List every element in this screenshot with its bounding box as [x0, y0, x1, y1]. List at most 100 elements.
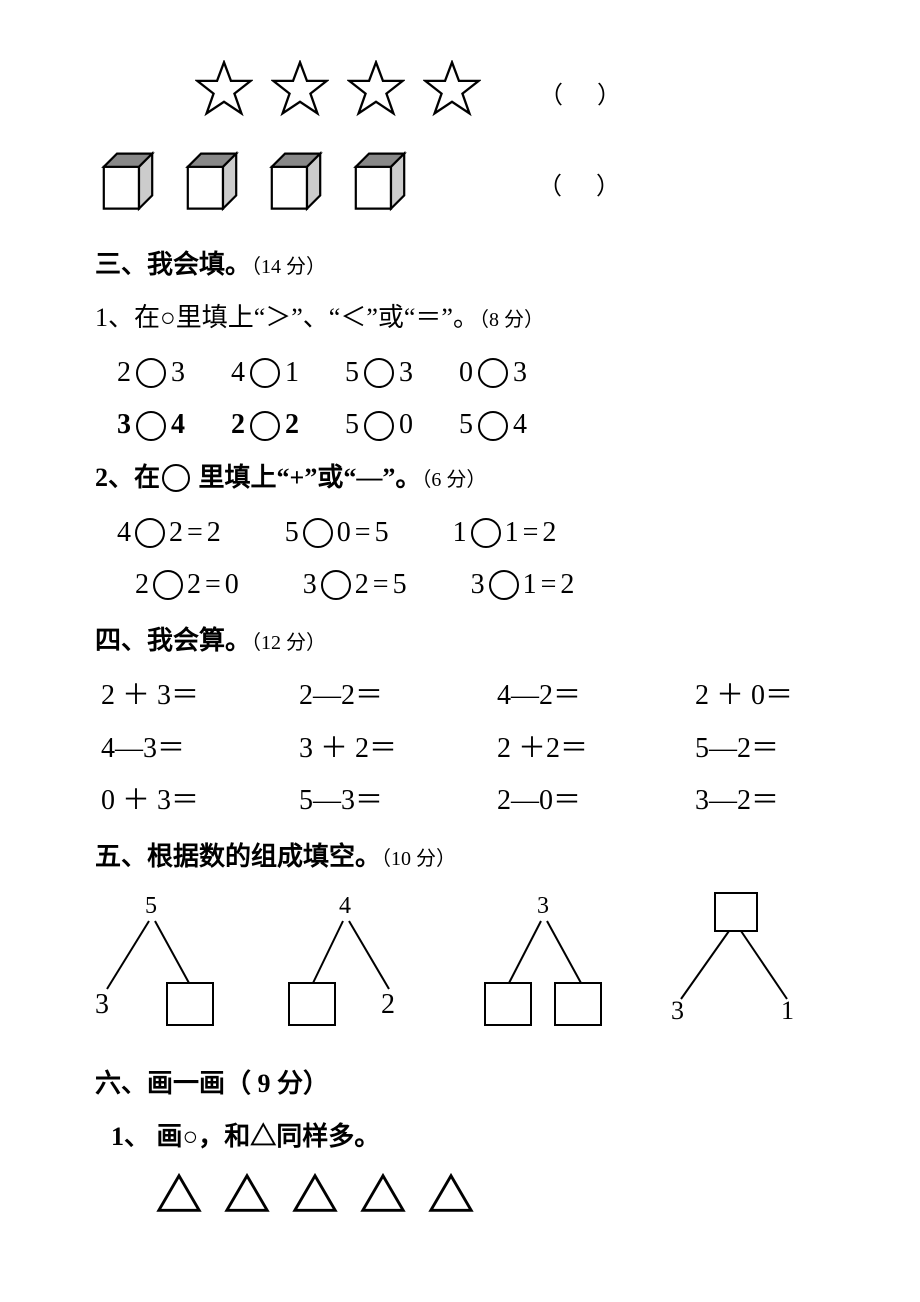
- circle-blank[interactable]: [303, 518, 333, 548]
- calc-item[interactable]: 5—3＝: [299, 776, 439, 826]
- compare-item: 53: [345, 348, 413, 398]
- q2-title-post: 里填上“+”或“—”。: [192, 463, 421, 492]
- compare-item: 54: [459, 400, 527, 450]
- circle-blank[interactable]: [478, 411, 508, 441]
- bond-top: 3: [537, 893, 549, 919]
- section-6-heading: 六、画一画（ 9 分）: [95, 1061, 840, 1108]
- blank-box[interactable]: [555, 983, 601, 1025]
- circle-blank[interactable]: [321, 570, 351, 600]
- calc-item[interactable]: 0 ＋ 3＝: [101, 776, 241, 826]
- cube-icon: [179, 147, 245, 228]
- compare-item: 41: [231, 348, 299, 398]
- count-blank[interactable]: （ ）: [538, 166, 634, 209]
- circle-blank[interactable]: [135, 518, 165, 548]
- calc-item[interactable]: 5—2＝: [695, 724, 835, 774]
- calc-item[interactable]: 3—2＝: [695, 776, 835, 826]
- circle-blank[interactable]: [489, 570, 519, 600]
- op-item: 42=2: [117, 508, 221, 558]
- op-row-2: 22=0 32=5 31=2: [135, 560, 840, 610]
- circle-blank[interactable]: [250, 411, 280, 441]
- calc-item[interactable]: 2 ＋2＝: [497, 724, 637, 774]
- bond-top: 4: [339, 893, 351, 919]
- section-5-heading: 五、根据数的组成填空。（10 分）: [95, 834, 840, 881]
- compare-item: 03: [459, 348, 527, 398]
- number-bond-2: 4 2: [279, 891, 429, 1031]
- compare-item: 22: [231, 400, 299, 450]
- cube-icon: [347, 147, 413, 228]
- cubes-row: （ ）: [95, 147, 840, 228]
- calc-item[interactable]: 4—2＝: [497, 671, 637, 721]
- circle-blank[interactable]: [136, 358, 166, 388]
- blank-box[interactable]: [715, 893, 757, 931]
- q6-text: 画○，和△同样多。: [150, 1122, 380, 1151]
- stars-row: （ ）: [195, 60, 840, 133]
- circle-blank[interactable]: [153, 570, 183, 600]
- q2-points: （6 分）: [421, 469, 486, 491]
- compare-item: 50: [345, 400, 413, 450]
- number-bond-3: 3: [469, 891, 619, 1031]
- star-icon: [423, 60, 481, 133]
- compare-item: 23: [117, 348, 185, 398]
- q6-number: 1、: [111, 1122, 150, 1151]
- circle-blank[interactable]: [364, 358, 394, 388]
- q6-1-heading: 1、 画○，和△同样多。: [111, 1114, 840, 1161]
- op-item: 31=2: [471, 560, 575, 610]
- section-3-heading: 三、我会填。（14 分）: [95, 242, 840, 289]
- calc-item[interactable]: 2 ＋ 3＝: [101, 671, 241, 721]
- calc-item[interactable]: 2—2＝: [299, 671, 439, 721]
- blank-box[interactable]: [289, 983, 335, 1025]
- bond-top: 5: [145, 893, 157, 919]
- q1-points: （8 分）: [479, 309, 544, 331]
- compare-row-1: 23 41 53 03: [117, 348, 840, 398]
- q1-title: 1、在○里填上“＞”、“＜”或“＝”。: [95, 303, 479, 332]
- op-item: 22=0: [135, 560, 239, 610]
- section-title: 三、我会填。: [95, 250, 251, 279]
- triangle-icon: [291, 1171, 339, 1230]
- circle-blank[interactable]: [250, 358, 280, 388]
- number-bond-4: 3 1: [659, 891, 809, 1031]
- compare-row-2: 34 22 50 54: [117, 400, 840, 450]
- bond-right: 2: [381, 989, 395, 1020]
- triangle-icon: [427, 1171, 475, 1230]
- q2-title-pre: 2、在: [95, 463, 160, 492]
- section-points: （12 分）: [251, 632, 326, 654]
- calc-item[interactable]: 3 ＋ 2＝: [299, 724, 439, 774]
- number-bonds-row: 5 3 4 2 3 3 1: [89, 891, 840, 1031]
- star-icon: [271, 60, 329, 133]
- op-item: 50=5: [285, 508, 389, 558]
- section-points: （10 分）: [381, 848, 456, 870]
- circle-blank[interactable]: [471, 518, 501, 548]
- cube-icon: [95, 147, 161, 228]
- bond-left: 3: [95, 989, 109, 1020]
- circle-blank[interactable]: [364, 411, 394, 441]
- calc-row-3: 0 ＋ 3＝ 5—3＝ 2—0＝ 3—2＝: [101, 776, 840, 826]
- calc-row-1: 2 ＋ 3＝ 2—2＝ 4—2＝ 2 ＋ 0＝: [101, 671, 840, 721]
- section-points: （ 9 分）: [225, 1069, 329, 1098]
- section-title: 四、我会算。: [95, 626, 251, 655]
- count-blank[interactable]: （ ）: [539, 75, 635, 118]
- section-points: （14 分）: [251, 256, 326, 278]
- calc-item[interactable]: 2 ＋ 0＝: [695, 671, 835, 721]
- bond-right: 1: [781, 996, 794, 1025]
- compare-item: 34: [117, 400, 185, 450]
- section-4-heading: 四、我会算。（12 分）: [95, 618, 840, 665]
- op-item: 11=2: [453, 508, 557, 558]
- number-bond-1: 5 3: [89, 891, 239, 1031]
- cube-icon: [263, 147, 329, 228]
- circle-blank[interactable]: [136, 411, 166, 441]
- op-row-1: 42=2 50=5 11=2: [117, 508, 840, 558]
- calc-row-2: 4—3＝ 3 ＋ 2＝ 2 ＋2＝ 5—2＝: [101, 724, 840, 774]
- section-title: 六、画一画: [95, 1069, 225, 1098]
- calc-item[interactable]: 2—0＝: [497, 776, 637, 826]
- triangles-row: [155, 1171, 840, 1230]
- op-item: 32=5: [303, 560, 407, 610]
- calc-item[interactable]: 4—3＝: [101, 724, 241, 774]
- section-title: 五、根据数的组成填空。: [95, 842, 381, 871]
- blank-box[interactable]: [485, 983, 531, 1025]
- q2-heading: 2、在 里填上“+”或“—”。（6 分）: [95, 455, 840, 502]
- blank-box[interactable]: [167, 983, 213, 1025]
- star-icon: [347, 60, 405, 133]
- triangle-icon: [223, 1171, 271, 1230]
- star-icon: [195, 60, 253, 133]
- circle-blank[interactable]: [478, 358, 508, 388]
